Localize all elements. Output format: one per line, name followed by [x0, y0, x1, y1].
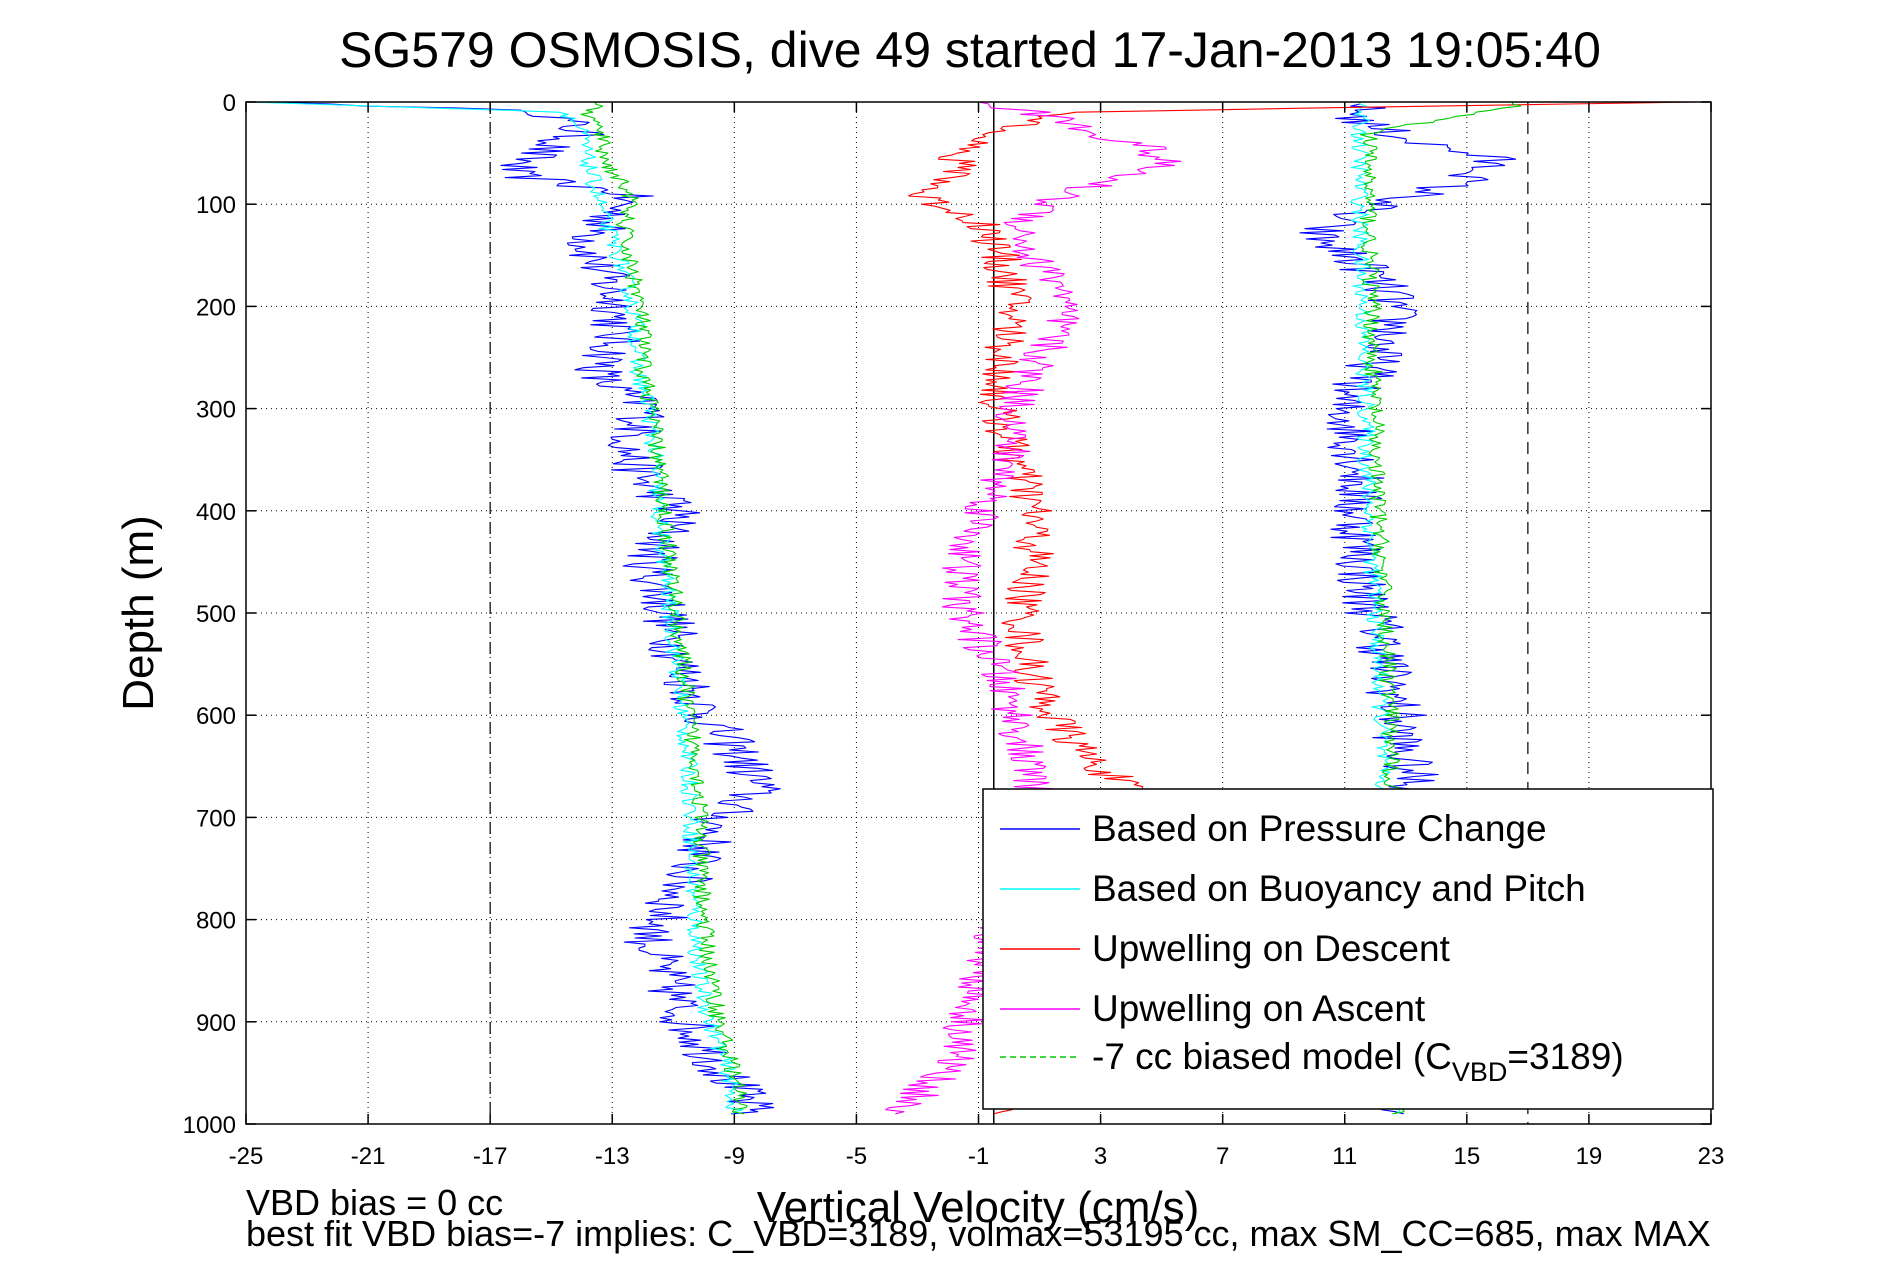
series-1-descent-line	[245, 101, 744, 1115]
legend: Based on Pressure Change Based on Buoyanc…	[982, 788, 1714, 1110]
x-tick-label: 3	[1094, 1143, 1107, 1170]
chart-title: SG579 OSMOSIS, dive 49 started 17-Jan-20…	[339, 22, 1601, 78]
y-tick-label: 500	[196, 601, 236, 628]
y-tick-labels: 0 100 200 300 400 500 600 700 800 900 1000	[183, 90, 236, 1139]
y-tick-label: 600	[196, 703, 236, 730]
series-0-descent-line	[276, 101, 781, 1115]
y-tick-label: 800	[196, 908, 236, 935]
x-tick-label: -25	[229, 1143, 264, 1170]
x-tick-label: 11	[1332, 1143, 1357, 1170]
x-tick-label: -13	[595, 1143, 630, 1170]
legend-label: Upwelling on Ascent	[1092, 988, 1426, 1029]
series-4-descent-line	[580, 101, 748, 1115]
y-tick-label: 0	[223, 90, 236, 117]
y-tick-label: 900	[196, 1010, 236, 1037]
legend-label: Based on Pressure Change	[1092, 808, 1547, 849]
y-tick-label: 700	[196, 805, 236, 832]
legend-label: Based on Buoyancy and Pitch	[1092, 868, 1586, 909]
legend-box	[982, 788, 1714, 1110]
x-tick-label: 15	[1453, 1143, 1480, 1170]
legend-label: Upwelling on Descent	[1092, 928, 1451, 969]
x-axis-label: Vertical Velocity (cm/s)	[757, 1183, 1200, 1232]
y-tick-label: 200	[196, 294, 236, 321]
x-tick-label: -17	[473, 1143, 508, 1170]
x-tick-label: 23	[1698, 1143, 1725, 1170]
x-tick-label: -21	[351, 1143, 386, 1170]
y-axis-label: Depth (m)	[114, 515, 163, 711]
x-tick-labels: -25 -21 -17 -13 -9 -5 -1 3 7 11 15 19 23	[229, 1143, 1725, 1170]
axis-ticks	[245, 101, 1712, 1125]
x-tick-label: -1	[968, 1143, 989, 1170]
footer-best-fit: best fit VBD bias=-7 implies: C_VBD=3189…	[246, 1213, 1711, 1254]
y-tick-label: 400	[196, 499, 236, 526]
x-tick-label: -9	[724, 1143, 745, 1170]
legend-label: -7 cc biased model (CVBD=3189)	[1092, 1036, 1624, 1087]
y-tick-label: 100	[196, 192, 236, 219]
x-tick-label: 7	[1216, 1143, 1229, 1170]
x-tick-label: -5	[846, 1143, 867, 1170]
y-tick-label: 300	[196, 397, 236, 424]
x-tick-label: 19	[1576, 1143, 1603, 1170]
footer-vbd-bias: VBD bias = 0 cc	[246, 1182, 503, 1223]
y-tick-label: 1000	[183, 1112, 236, 1139]
